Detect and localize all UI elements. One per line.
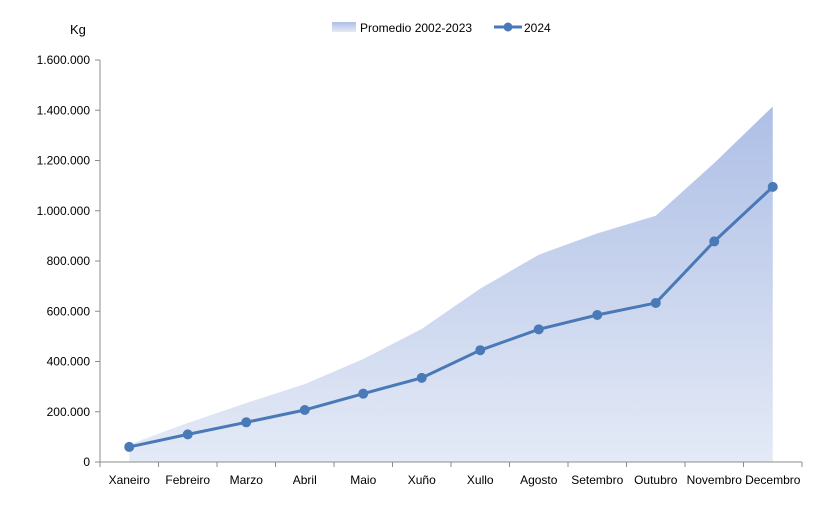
x-tick-label: Agosto bbox=[520, 473, 558, 487]
x-tick-label: Xaneiro bbox=[109, 473, 151, 487]
series-area-average bbox=[129, 106, 773, 462]
point-2024 bbox=[299, 404, 310, 415]
y-tick-label: 800.000 bbox=[47, 254, 91, 268]
x-tick-label: Xuño bbox=[408, 473, 436, 487]
y-tick-label: 1.200.000 bbox=[37, 154, 91, 168]
point-2024 bbox=[709, 236, 720, 247]
point-2024 bbox=[475, 345, 486, 356]
y-tick-label: 600.000 bbox=[47, 304, 91, 318]
point-2024 bbox=[650, 297, 661, 308]
x-tick-label: Febreiro bbox=[165, 473, 210, 487]
legend-swatch-average bbox=[332, 22, 356, 32]
y-tick-label: 1.600.000 bbox=[37, 53, 91, 67]
point-2024 bbox=[533, 324, 544, 335]
point-2024 bbox=[592, 310, 603, 321]
y-tick-label: 1.000.000 bbox=[37, 204, 91, 218]
axes: 0 200.000 400.000 600.000 800.000 1.000.000 1.… bbox=[37, 53, 803, 487]
x-tick-label: Novembro bbox=[687, 473, 743, 487]
point-2024 bbox=[416, 372, 427, 383]
x-tick-label: Abril bbox=[293, 473, 317, 487]
legend: Promedio 2002-2023 2024 bbox=[332, 21, 551, 35]
legend-label-average: Promedio 2002-2023 bbox=[360, 21, 472, 35]
x-tick-label: Decembro bbox=[745, 473, 801, 487]
y-axis-label: Kg bbox=[70, 22, 86, 37]
point-2024 bbox=[241, 417, 252, 428]
point-2024 bbox=[182, 429, 193, 440]
point-2024 bbox=[767, 181, 778, 192]
legend-label-2024: 2024 bbox=[524, 21, 551, 35]
x-tick-label: Marzo bbox=[230, 473, 264, 487]
y-tick-label: 400.000 bbox=[47, 355, 91, 369]
legend-marker-2024 bbox=[503, 22, 513, 32]
point-2024 bbox=[124, 441, 135, 452]
x-tick-label: Xullo bbox=[467, 473, 494, 487]
series-line-2024 bbox=[128, 185, 774, 449]
y-tick-label: 0 bbox=[83, 455, 90, 469]
x-tick-label: Maio bbox=[350, 473, 376, 487]
x-tick-label: Setembro bbox=[571, 473, 623, 487]
y-tick-label: 1.400.000 bbox=[37, 103, 91, 117]
x-tick-label: Outubro bbox=[634, 473, 678, 487]
plot-area bbox=[124, 106, 778, 462]
y-tick-label: 200.000 bbox=[47, 405, 91, 419]
point-2024 bbox=[358, 388, 369, 399]
